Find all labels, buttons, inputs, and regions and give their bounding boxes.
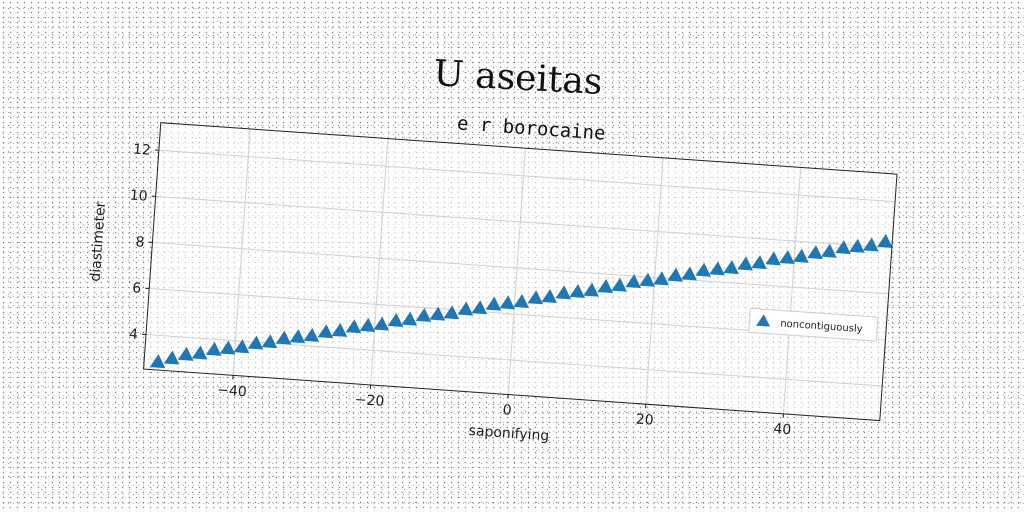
- data-point: [303, 327, 320, 342]
- data-point: [331, 322, 348, 337]
- x-gridline: [232, 128, 251, 376]
- y-gridline: [155, 195, 892, 249]
- data-point: [639, 272, 655, 287]
- data-point: [261, 334, 278, 349]
- plot-frame: [143, 122, 898, 422]
- data-point: [751, 255, 767, 270]
- x-tick-label: 0: [502, 402, 512, 419]
- plot-area: [143, 122, 898, 421]
- x-gridline: [370, 138, 389, 385]
- data-point: [177, 346, 194, 361]
- chart-root: e r borocaine −40 −20 0 20 40 4 6 8 10 12 saponif…: [88, 112, 898, 445]
- data-point: [443, 305, 460, 320]
- data-point: [471, 300, 488, 315]
- y-tick-label: 8: [135, 234, 145, 251]
- data-point: [205, 341, 222, 356]
- y-tick-label: 6: [132, 280, 142, 297]
- y-gridline: [158, 149, 896, 203]
- data-point: [499, 295, 516, 310]
- x-tick-label: −40: [217, 382, 248, 400]
- data-point: [779, 250, 795, 265]
- data-point: [373, 316, 390, 331]
- x-gridline: [507, 148, 526, 395]
- y-tick-label: 4: [128, 326, 138, 343]
- x-gridline: [645, 157, 664, 405]
- data-point: [275, 330, 292, 345]
- x-tick-label: 20: [635, 412, 654, 429]
- data-point: [149, 354, 166, 369]
- data-point: [667, 267, 683, 282]
- data-point: [555, 285, 572, 300]
- data-point: [723, 260, 739, 275]
- y-gridline: [152, 241, 889, 295]
- data-point: [709, 261, 725, 276]
- data-point: [191, 345, 208, 360]
- legend-marker: [756, 314, 771, 327]
- y-tick-label: 12: [132, 142, 151, 159]
- y-axis-label: diastimeter: [88, 201, 110, 282]
- data-point: [429, 306, 446, 321]
- data-point: [569, 283, 586, 298]
- data-point: [737, 256, 753, 271]
- data-point: [485, 296, 502, 311]
- data-point: [625, 274, 642, 289]
- data-point: [849, 238, 865, 253]
- data-point: [527, 290, 544, 305]
- data-point: [387, 312, 404, 327]
- ticks-layer: −40 −20 0 20 40 4 6 8 10 12: [128, 142, 792, 439]
- data-point: [793, 248, 809, 263]
- x-axis-label: saponifying: [468, 423, 550, 445]
- data-point: [597, 279, 614, 294]
- data-point: [345, 319, 362, 334]
- data-point: [457, 301, 474, 316]
- data-point: [163, 350, 180, 365]
- data-point: [317, 324, 334, 339]
- data-point: [247, 335, 264, 350]
- data-point: [219, 340, 236, 355]
- data-point: [611, 277, 627, 292]
- data-point: [513, 293, 529, 309]
- data-point: [289, 329, 306, 344]
- data-point: [233, 339, 250, 354]
- x-tick-label: −20: [354, 392, 385, 410]
- data-point: [359, 317, 376, 332]
- data-point: [695, 262, 711, 277]
- data-point: [863, 237, 879, 252]
- data-point: [541, 288, 557, 303]
- points-layer: [149, 233, 893, 369]
- y-tick-label: 10: [129, 188, 148, 205]
- data-point: [821, 243, 837, 258]
- data-point: [681, 266, 697, 281]
- data-point: [583, 282, 599, 297]
- legend-box: [748, 307, 879, 342]
- data-point: [835, 240, 851, 255]
- data-point: [415, 307, 432, 322]
- x-gridline: [782, 167, 802, 414]
- data-point: [401, 311, 418, 326]
- data-point: [765, 251, 781, 266]
- data-point: [807, 245, 823, 260]
- data-point: [877, 233, 893, 248]
- chart-subtitle: e r borocaine: [456, 112, 606, 144]
- legend: noncontiguously: [748, 307, 879, 342]
- data-point: [653, 271, 669, 286]
- x-tick-label: 40: [773, 421, 792, 438]
